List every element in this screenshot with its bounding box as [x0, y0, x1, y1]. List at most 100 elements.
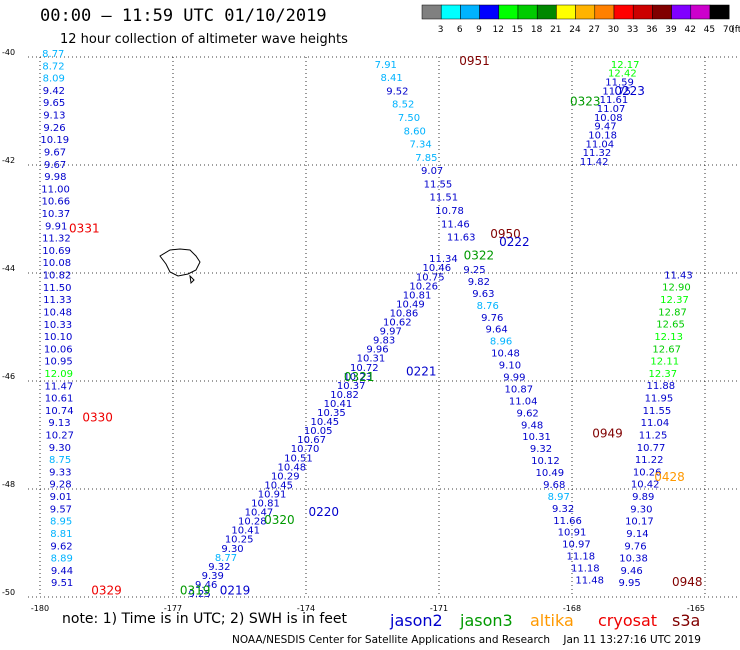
swh-value-label: 9.30	[221, 544, 243, 555]
y-tick-label: -46	[2, 372, 15, 381]
color-swatch	[556, 4, 576, 20]
swh-value-label: 10.48	[43, 307, 72, 318]
swh-value-label: 11.48	[575, 576, 604, 587]
color-tick-label: 27	[588, 25, 599, 35]
x-tick-label: -177	[164, 604, 182, 613]
x-tick-label: -180	[31, 604, 49, 613]
swh-value-label: 10.48	[491, 349, 520, 360]
swh-value-label: 9.47	[594, 122, 616, 133]
swh-value-label: 10.38	[619, 554, 648, 565]
color-swatch	[517, 4, 538, 20]
color-swatch	[536, 4, 557, 20]
swh-value-label: 9.32	[530, 444, 552, 455]
swh-value-label: 11.25	[639, 430, 668, 441]
swh-value-label: 11.32	[583, 148, 612, 159]
swh-value-label: 9.57	[50, 504, 72, 515]
swh-value-label: 10.87	[504, 384, 533, 395]
pass-time-label: 0223	[614, 84, 645, 98]
swh-value-label: 11.04	[641, 418, 670, 429]
swh-value-label: 12.87	[658, 307, 687, 318]
x-tick-label: -174	[297, 604, 315, 613]
swh-value-label: 9.39	[202, 571, 224, 582]
swh-value-label: 11.34	[429, 254, 458, 265]
swh-value-label: 10.28	[238, 517, 267, 528]
swh-value-label: 11.55	[424, 179, 453, 190]
swh-value-label: 8.77	[215, 553, 237, 564]
pass-time-label: 0330	[82, 411, 113, 425]
swh-value-label: 8.75	[49, 455, 71, 466]
swh-value-label: 11.04	[585, 139, 614, 150]
color-tick-label: 42	[684, 25, 695, 35]
color-swatch	[671, 4, 692, 20]
swh-value-label: 10.67	[297, 435, 326, 446]
swh-value-label: 9.48	[521, 420, 543, 431]
swh-value-label: 10.45	[310, 417, 339, 428]
swh-value-label: 10.41	[231, 526, 260, 537]
swh-value-label: 11.43	[664, 270, 693, 281]
swh-value-label: 10.86	[390, 308, 419, 319]
color-swatch	[690, 4, 711, 20]
swh-value-label: 11.88	[647, 381, 676, 392]
swh-value-label: 10.81	[403, 290, 432, 301]
swh-value-label: 8.60	[404, 126, 426, 137]
legend-satellite-jason2: jason2	[389, 611, 443, 630]
swh-value-label: 7.91	[375, 60, 397, 71]
swh-value-label: 11.51	[429, 193, 458, 204]
swh-value-label: 11.32	[42, 234, 71, 245]
swh-value-label: 12.11	[650, 357, 679, 368]
swh-value-label: 9.97	[380, 327, 402, 338]
swh-value-label: 9.91	[45, 221, 67, 232]
swh-value-label: 10.75	[416, 272, 445, 283]
swh-value-label: 11.95	[645, 394, 674, 405]
color-tick-label: 18	[531, 25, 543, 35]
swh-value-label: 12.42	[608, 69, 637, 80]
swh-value-label: 8.41	[380, 73, 402, 84]
swh-value-label: 10.49	[396, 299, 425, 310]
swh-value-label: 11.47	[45, 381, 74, 392]
swh-value-label: 10.72	[350, 363, 379, 374]
swh-value-label: 11.22	[635, 455, 664, 466]
swh-value-label: 9.63	[472, 289, 494, 300]
color-tick-label: 12	[492, 25, 503, 35]
color-tick-label: 33	[627, 25, 638, 35]
swh-value-label: 10.31	[522, 432, 551, 443]
wave-height-tracks: 8.778.728.099.429.659.139.2610.199.679.6…	[40, 49, 692, 600]
swh-value-label: 9.76	[481, 313, 503, 324]
swh-value-label: 12.90	[662, 283, 691, 294]
swh-value-label: 9.62	[50, 541, 72, 552]
color-swatch	[460, 4, 480, 20]
swh-value-label: 9.30	[49, 443, 71, 454]
swh-value-label: 7.50	[398, 113, 420, 124]
swh-value-label: 9.99	[503, 372, 525, 383]
legend-satellite-cryosat: cryosat	[598, 611, 657, 630]
color-swatch	[709, 4, 730, 20]
swh-value-label: 11.55	[643, 406, 672, 417]
swh-value-label: 9.64	[486, 325, 508, 336]
swh-value-label: 10.10	[44, 332, 73, 343]
swh-value-label: 9.10	[499, 361, 521, 372]
swh-value-label: 10.26	[409, 281, 438, 292]
credit-line: NOAA/NESDIS Center for Satellite Applica…	[232, 634, 701, 646]
swh-value-label: 10.82	[330, 390, 359, 401]
pass-time-label: 0950	[490, 227, 521, 241]
color-swatch	[613, 4, 634, 20]
color-swatch	[594, 4, 615, 20]
color-tick-label: 45	[704, 25, 715, 35]
swh-value-label: 12.13	[654, 332, 683, 343]
swh-value-label: 12.37	[648, 369, 677, 380]
pass-time-label: 0948	[672, 575, 703, 589]
x-tick-label: -168	[563, 604, 581, 613]
swh-value-label: 8.81	[50, 529, 72, 540]
swh-value-label: 10.41	[324, 399, 353, 410]
chart-subtitle: 12 hour collection of altimeter wave hei…	[60, 32, 348, 47]
axis-tick-labels: -180 -177 -174 -171 -168 -165 -40 -42 -44 -46 -48 -…	[2, 48, 705, 613]
swh-value-label: 7.34	[409, 140, 431, 151]
swh-value-label: 10.81	[251, 499, 280, 510]
swh-value-label: 11.00	[41, 184, 70, 195]
swh-value-label: 9.89	[632, 492, 654, 503]
legend-satellite-s3a: s3a	[672, 611, 700, 630]
legend-satellite-jason3: jason3	[459, 611, 513, 630]
